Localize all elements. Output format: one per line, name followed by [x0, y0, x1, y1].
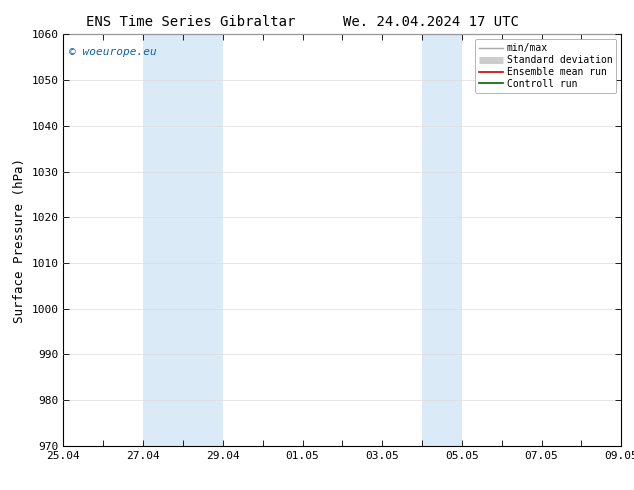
Text: © woeurope.eu: © woeurope.eu: [69, 47, 157, 57]
Bar: [422, 34, 462, 446]
Legend: min/max, Standard deviation, Ensemble mean run, Controll run: min/max, Standard deviation, Ensemble me…: [475, 39, 616, 93]
Bar: [143, 34, 223, 446]
Y-axis label: Surface Pressure (hPa): Surface Pressure (hPa): [13, 158, 26, 322]
Text: We. 24.04.2024 17 UTC: We. 24.04.2024 17 UTC: [343, 15, 519, 29]
Text: ENS Time Series Gibraltar: ENS Time Series Gibraltar: [86, 15, 295, 29]
